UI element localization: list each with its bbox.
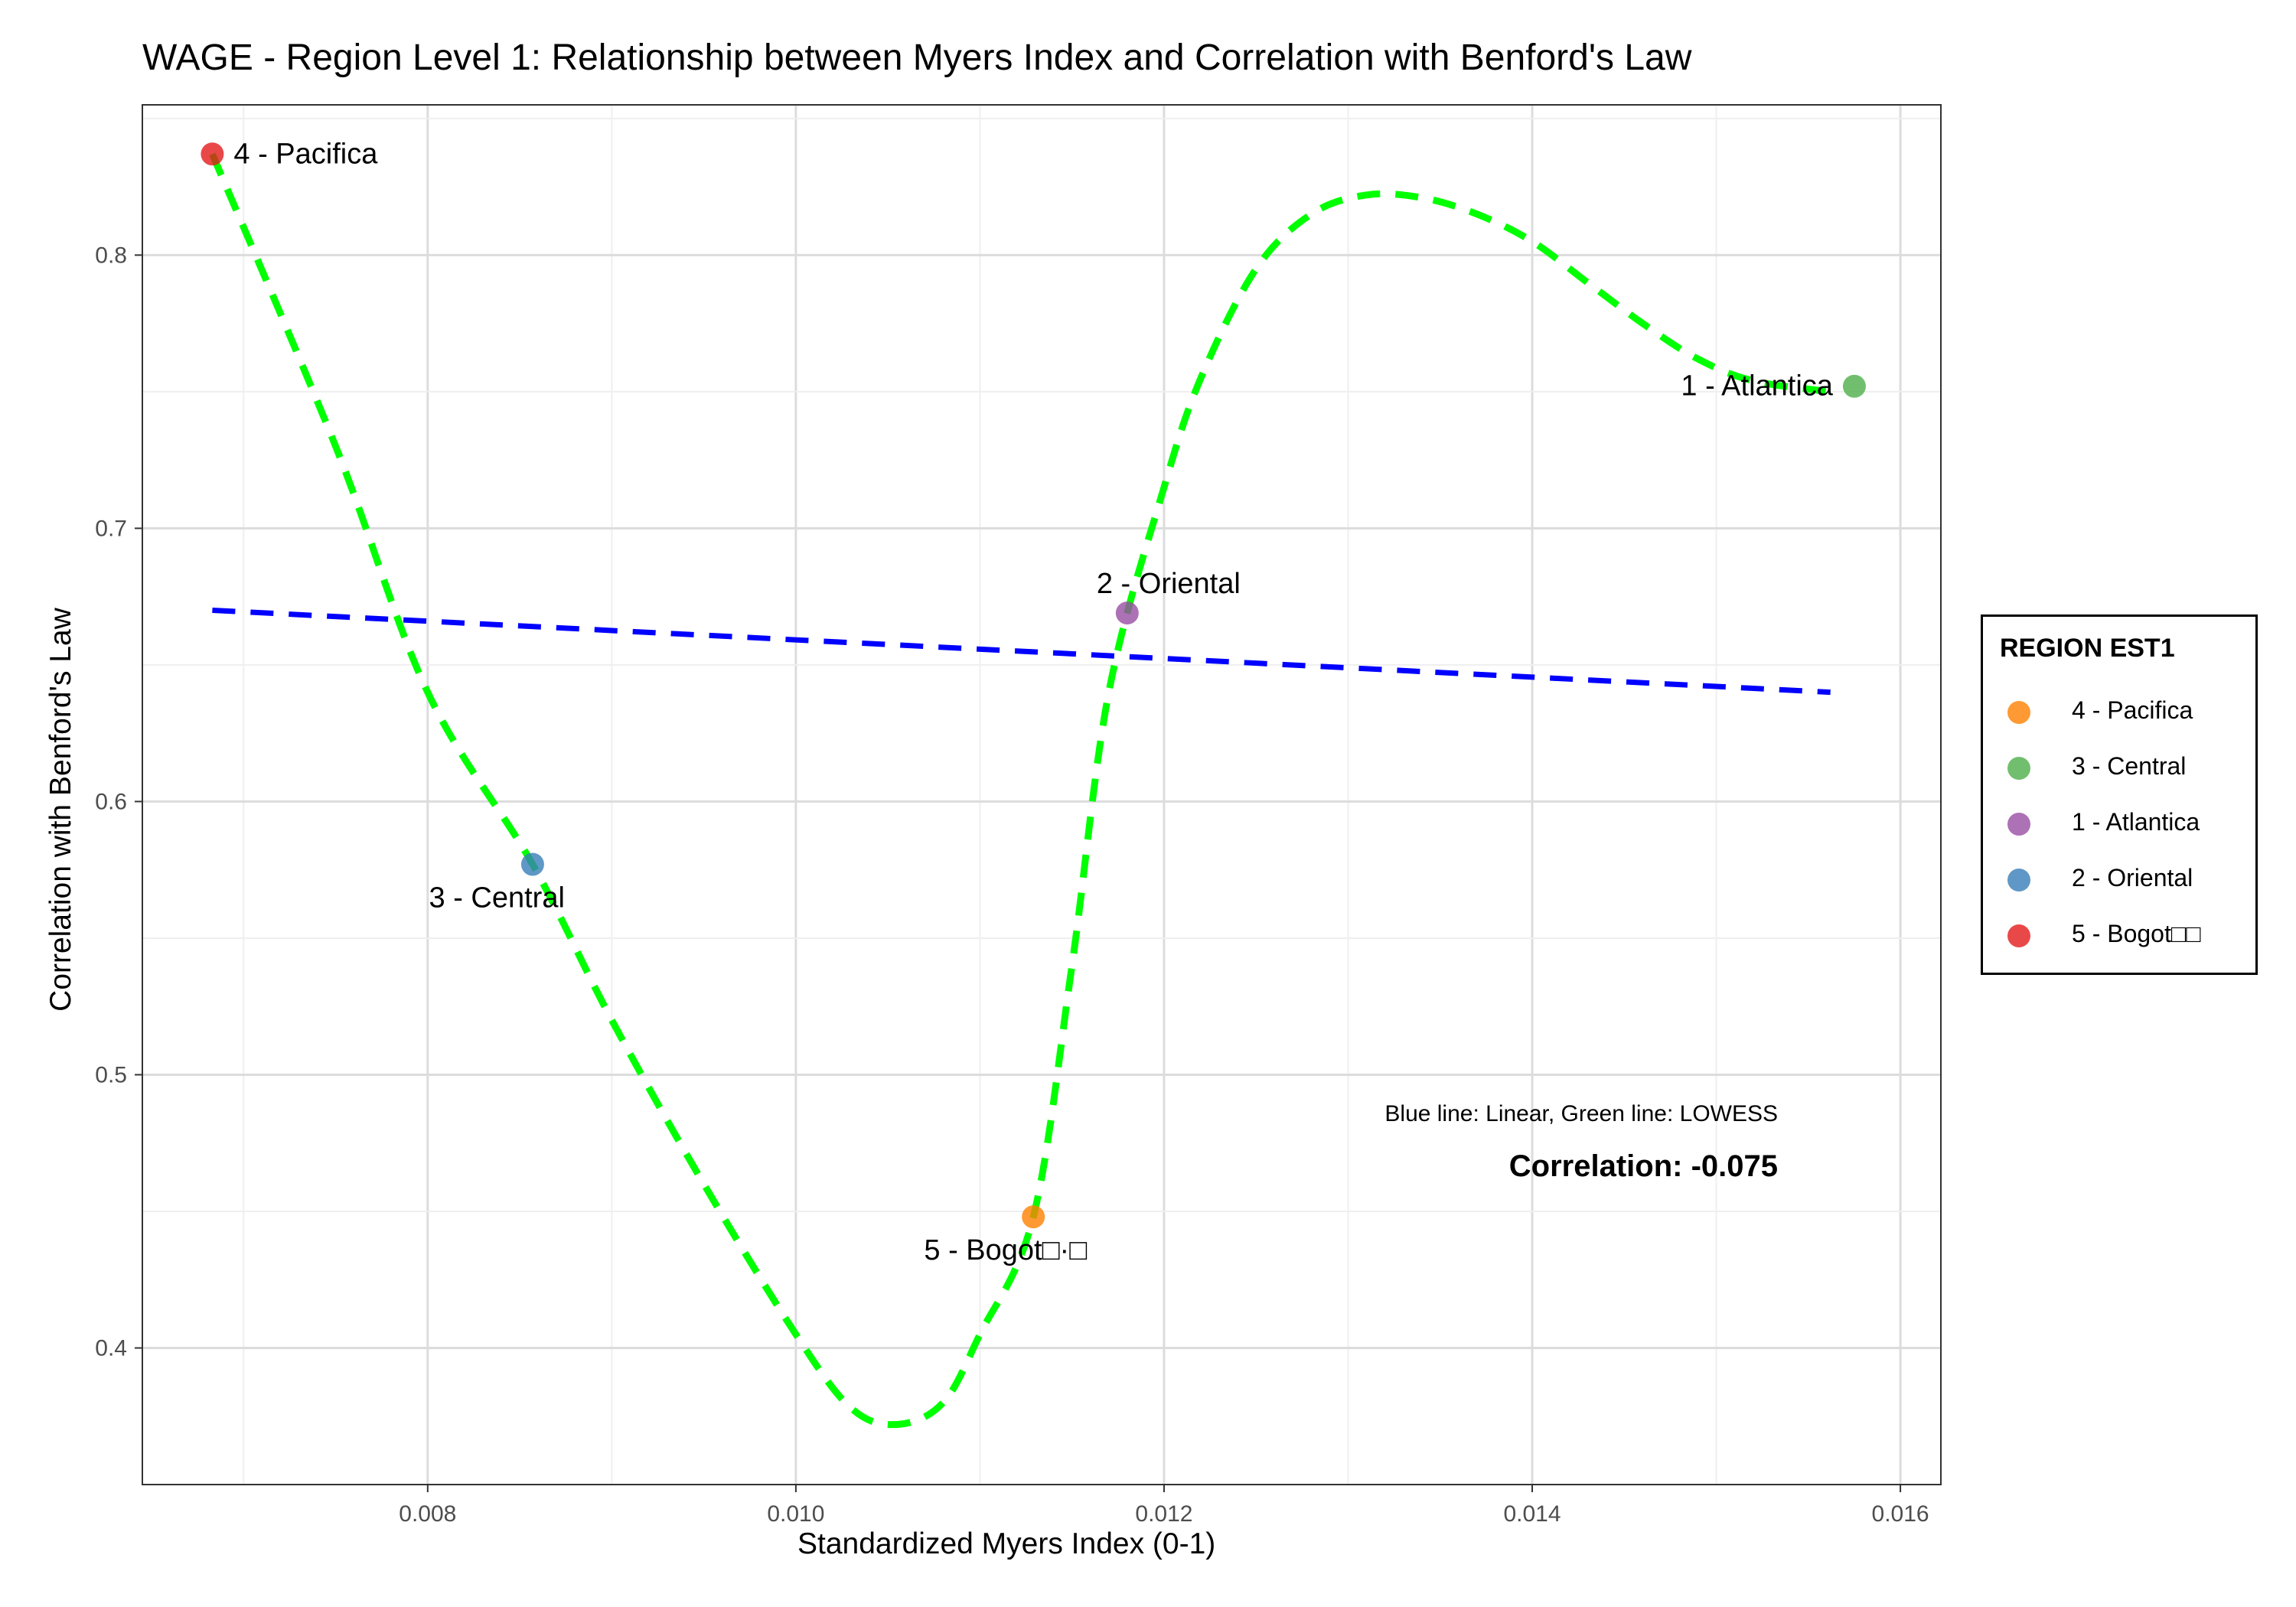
legend-marker [2007, 757, 2030, 780]
legend-label: 2 - Oriental [2072, 864, 2193, 892]
y-tick-label: 0.8 [95, 243, 127, 268]
legend-item: 2 - Oriental [1983, 855, 2255, 901]
legend-marker [2007, 924, 2030, 947]
chart-title: WAGE - Region Level 1: Relationship betw… [142, 37, 1692, 78]
legend-label: 1 - Atlantica [2072, 808, 2200, 836]
x-tick-label: 0.010 [767, 1501, 824, 1527]
point-label: 1 - Atlantica [1681, 370, 1833, 403]
point-labels: 4 - Pacifica 3 - Central 5 - Bogot□·□ 2 - O… [233, 138, 1833, 1266]
data-point [520, 852, 544, 876]
point-label: 3 - Central [429, 882, 565, 914]
data-point [1842, 374, 1866, 398]
legend-label: 4 - Pacifica [2072, 696, 2193, 724]
legend-marker [2007, 701, 2030, 724]
x-tick-label: 0.008 [399, 1501, 456, 1527]
x-axis-label: Standardized Myers Index (0-1) [797, 1527, 1216, 1560]
method-note: Blue line: Linear, Green line: LOWESS [1384, 1101, 1778, 1126]
y-tick-label: 0.6 [95, 789, 127, 814]
data-points [201, 142, 1866, 1229]
correlation-annotation: Correlation: -0.075 [1509, 1149, 1778, 1183]
legend-marker [2007, 869, 2030, 892]
data-point [201, 142, 224, 166]
y-tick-label: 0.5 [95, 1062, 127, 1087]
plot-border [142, 104, 1942, 1485]
y-tick-label: 0.7 [95, 516, 127, 541]
data-point [1115, 601, 1139, 625]
x-tick-label: 0.016 [1872, 1501, 1929, 1527]
legend: REGION EST1 4 - Pacifica 3 - Central 1 - A… [1981, 614, 2258, 975]
y-axis-ticks: 0.4 0.5 0.6 0.7 0.8 [95, 243, 142, 1361]
point-label: 4 - Pacifica [233, 138, 378, 170]
point-label: 2 - Oriental [1097, 568, 1241, 600]
y-axis-label: Correlation with Benford's Law [44, 608, 77, 1012]
point-label: 5 - Bogot□·□ [924, 1234, 1087, 1266]
x-axis-ticks: 0.008 0.010 0.012 0.014 0.016 [399, 1485, 1929, 1527]
x-tick-label: 0.012 [1135, 1501, 1192, 1527]
legend-label: 5 - Bogot□□ [2072, 920, 2201, 947]
legend-title: REGION EST1 [2000, 634, 2175, 663]
legend-label: 3 - Central [2072, 752, 2187, 780]
legend-item: 1 - Atlantica [1983, 799, 2255, 845]
legend-marker [2007, 813, 2030, 836]
data-point [1022, 1205, 1045, 1229]
x-tick-label: 0.014 [1503, 1501, 1561, 1527]
grid-lines [142, 105, 1941, 1485]
legend-item: 3 - Central [1983, 743, 2255, 789]
lowess-line [209, 152, 1831, 1429]
y-tick-label: 0.4 [95, 1335, 127, 1361]
legend-item: 4 - Pacifica [1983, 687, 2255, 733]
linear-fit-line [212, 608, 1831, 696]
legend-item: 5 - Bogot□□ [1983, 911, 2255, 957]
